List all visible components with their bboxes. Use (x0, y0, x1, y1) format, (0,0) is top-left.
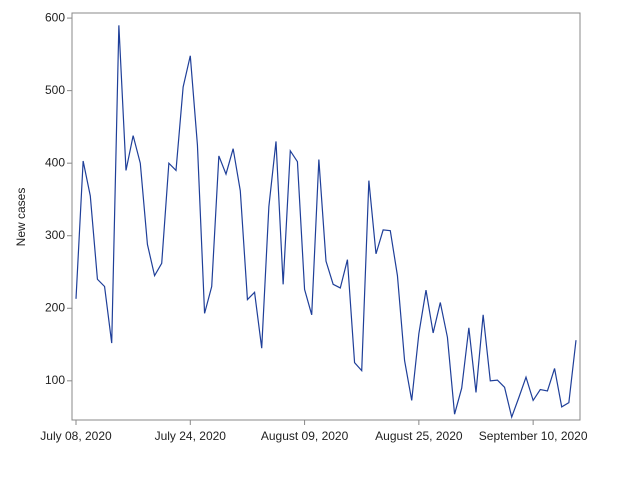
y-tick-label: 200 (45, 300, 65, 314)
x-tick-label: September 10, 2020 (479, 429, 588, 443)
y-tick-label: 400 (45, 155, 65, 169)
data-line (75, 25, 577, 420)
y-tick-label: 100 (45, 373, 65, 387)
x-tick-label: August 09, 2020 (261, 429, 349, 443)
y-tick-label: 300 (45, 228, 65, 242)
plot-frame (71, 12, 581, 421)
y-tick-label: 600 (45, 10, 65, 24)
y-axis-label: New cases (14, 188, 28, 247)
x-tick-label: July 08, 2020 (40, 429, 112, 443)
x-tick-label: August 25, 2020 (375, 429, 463, 443)
y-tick-label: 500 (45, 83, 65, 97)
x-tick-label: July 24, 2020 (155, 429, 227, 443)
